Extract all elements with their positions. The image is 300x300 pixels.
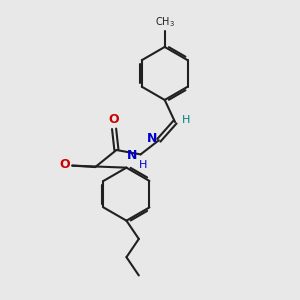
Text: N: N: [147, 132, 158, 145]
Text: O: O: [108, 113, 119, 126]
Text: H: H: [182, 115, 190, 125]
Text: N: N: [127, 149, 138, 162]
Text: H: H: [139, 160, 147, 170]
Text: O: O: [59, 158, 70, 171]
Text: CH$_3$: CH$_3$: [155, 16, 175, 29]
